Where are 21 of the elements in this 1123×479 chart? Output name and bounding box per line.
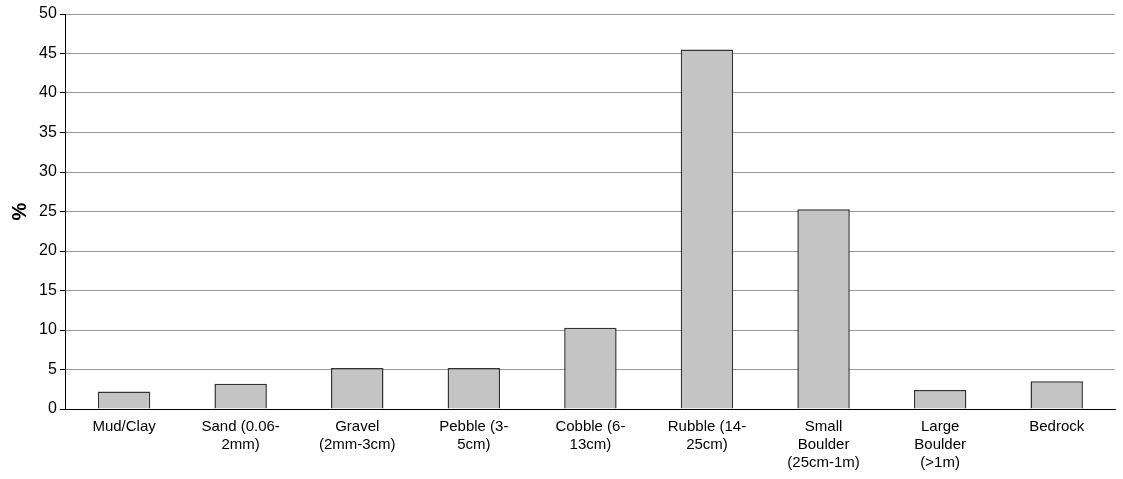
y-axis-title: % bbox=[7, 202, 30, 221]
y-tick-label: 30 bbox=[39, 162, 57, 180]
x-tick-label: Cobble (6-13cm) bbox=[555, 417, 626, 453]
y-tick-label: 15 bbox=[39, 280, 57, 298]
x-tick-label: Bedrock bbox=[1029, 417, 1085, 435]
x-tick-label: Sand (0.06-2mm) bbox=[201, 417, 280, 453]
y-tick-label: 5 bbox=[47, 359, 57, 377]
x-tick-label: Gravel (2mm-3cm) bbox=[318, 417, 396, 453]
x-tick-label: Large Boulder (>1m) bbox=[914, 417, 966, 471]
x-tick-label: Rubble (14-25cm) bbox=[667, 417, 747, 453]
x-tick-label: Pebble (3-5cm) bbox=[439, 417, 509, 453]
y-tick-label: 25 bbox=[39, 201, 57, 219]
y-tick-label: 40 bbox=[39, 83, 57, 101]
y-tick-label: 45 bbox=[39, 43, 57, 61]
y-tick-label: 0 bbox=[47, 399, 57, 417]
x-tick-label: Mud/Clay bbox=[92, 417, 157, 435]
y-tick-label: 10 bbox=[39, 320, 57, 338]
y-tick-label: 50 bbox=[39, 4, 57, 22]
x-tick-label: Small Boulder (25cm-1m) bbox=[787, 417, 860, 471]
y-tick-label: 20 bbox=[39, 241, 57, 259]
y-tick-label: 35 bbox=[39, 122, 57, 140]
